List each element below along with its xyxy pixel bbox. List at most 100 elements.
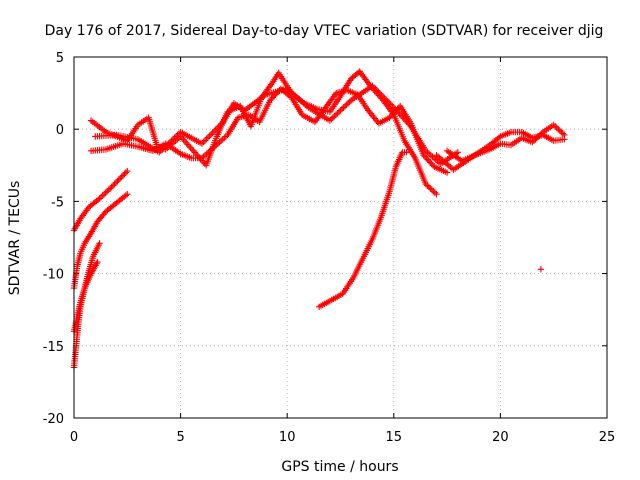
data-point: [344, 100, 352, 107]
data-point: [124, 190, 131, 198]
data-point: [384, 98, 391, 105]
data-point: [108, 183, 115, 191]
data-point: [166, 138, 174, 146]
data-point: [428, 186, 436, 194]
data-point: [338, 105, 346, 113]
data-point: [335, 108, 343, 116]
data-point: [200, 158, 207, 166]
data-point: [381, 95, 388, 102]
data-point: [212, 126, 219, 133]
data-point: [425, 183, 433, 191]
data-point: [190, 147, 197, 155]
data-point: [109, 182, 117, 189]
data-point: [433, 190, 440, 198]
data-point: [169, 136, 177, 143]
data-point: [171, 134, 178, 142]
data-point: [346, 98, 353, 105]
data-point: [210, 128, 218, 135]
series-arc-7: [92, 82, 461, 168]
data-point: [183, 139, 190, 147]
data-point: [185, 142, 193, 150]
data-point: [207, 131, 215, 138]
chart-title: Day 176 of 2017, Sidereal Day-to-day VTE…: [45, 23, 604, 39]
data-point: [376, 90, 384, 97]
data-point: [378, 91, 385, 99]
y-tick-label: -5: [51, 195, 64, 210]
x-tick-label: 25: [599, 430, 616, 445]
data-point: [326, 117, 334, 124]
data-point: [96, 195, 103, 202]
data-point: [390, 104, 397, 111]
data-point: [529, 138, 536, 146]
data-point: [552, 123, 559, 130]
data-point: [165, 140, 172, 147]
data-point: [427, 185, 434, 192]
data-point: [206, 132, 213, 140]
data-point: [100, 190, 108, 198]
data-point: [532, 136, 539, 143]
data-point: [329, 114, 337, 121]
x-axis-label: GPS time / hours: [281, 459, 398, 475]
series-arc-6: [87, 85, 451, 176]
data-point: [400, 115, 407, 122]
data-points: [70, 68, 568, 371]
data-point: [119, 172, 127, 179]
data-point: [219, 136, 226, 143]
data-point: [396, 110, 403, 117]
series-outlier: [537, 266, 545, 273]
data-point: [394, 109, 402, 116]
data-point: [331, 113, 338, 120]
data-point: [403, 149, 410, 156]
x-tick-label: 20: [492, 430, 509, 445]
data-point: [401, 116, 409, 124]
data-point: [555, 126, 562, 133]
data-point: [397, 112, 405, 119]
data-point: [198, 140, 206, 147]
data-point: [454, 149, 461, 156]
data-point: [218, 120, 225, 127]
data-point: [115, 176, 122, 183]
data-point: [382, 96, 390, 104]
data-point: [215, 123, 222, 130]
y-tick-label: -15: [43, 340, 64, 355]
data-point: [94, 258, 101, 266]
data-point: [103, 188, 111, 195]
plot-frame: [73, 56, 608, 419]
data-point: [373, 87, 381, 94]
x-tick-label: 10: [279, 430, 296, 445]
data-point: [156, 149, 163, 156]
data-point: [168, 137, 175, 144]
data-point: [535, 133, 542, 140]
series-arc-5: [87, 68, 440, 198]
x-tick-label: 15: [386, 430, 403, 445]
data-point: [392, 105, 399, 113]
data-point: [340, 104, 347, 111]
data-point: [99, 192, 106, 199]
y-tick-label: -20: [43, 412, 64, 427]
data-point: [111, 180, 118, 188]
data-point: [209, 129, 216, 137]
data-point: [386, 99, 393, 107]
data-point: [107, 185, 114, 192]
data-point: [404, 119, 412, 127]
data-point: [429, 153, 436, 160]
data-point: [556, 127, 563, 134]
data-point: [124, 167, 131, 175]
data-point: [116, 175, 124, 182]
series-arc-4: [70, 258, 101, 335]
data-point: [174, 131, 181, 139]
data-point: [105, 186, 112, 194]
data-point: [112, 179, 120, 186]
data-point: [332, 111, 340, 118]
data-point: [558, 128, 565, 136]
data-point: [118, 173, 125, 181]
series-arc-8: [315, 149, 410, 311]
data-point: [533, 134, 541, 142]
data-point: [387, 101, 394, 108]
data-point: [172, 133, 180, 140]
data-point: [96, 240, 103, 247]
data-point: [379, 93, 387, 100]
data-point: [495, 134, 503, 141]
data-point: [122, 192, 129, 199]
